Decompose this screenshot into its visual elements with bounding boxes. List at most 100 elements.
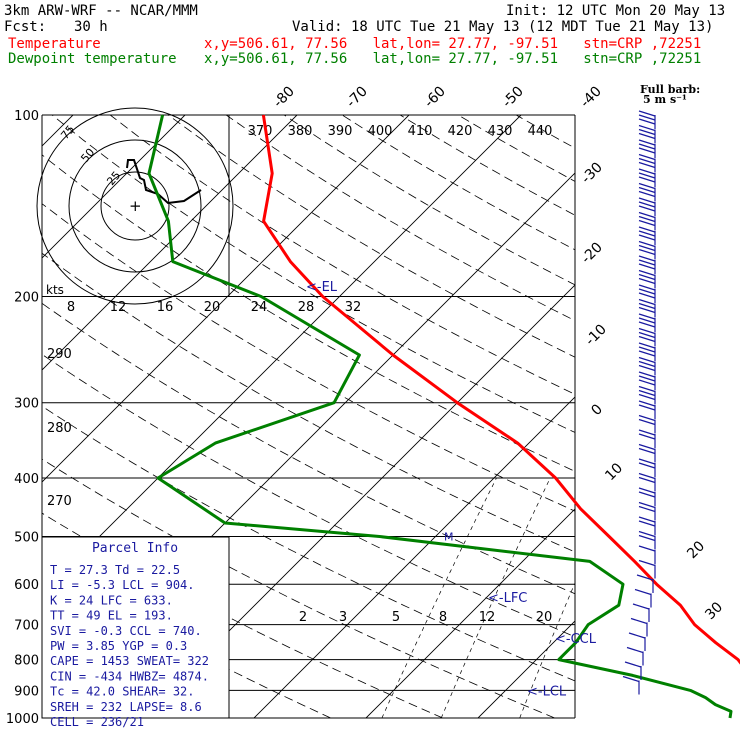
parcel-box-frame — [41, 536, 230, 719]
parcel-info-box: Parcel Info T = 27.3 Td = 22.5LI = -5.3 L… — [41, 536, 230, 729]
isotherm-label: -20 — [578, 239, 605, 266]
barb-legend-line2: 5 m s⁻¹ — [643, 93, 687, 106]
wind-barb — [638, 288, 656, 295]
hodograph-ring-label: 25 — [104, 169, 123, 188]
wind-barb — [638, 269, 656, 277]
hodograph-speed-tick: 24 — [251, 300, 268, 315]
wind-barb — [638, 240, 656, 248]
parcel-info-row: TT = 49 EL = 193. — [50, 609, 173, 623]
hodograph-origin: + — [129, 197, 142, 215]
init-time: Init: 12 UTC Mon 20 May 13 — [506, 3, 726, 19]
wind-barb — [638, 389, 656, 397]
parcel-info-row: Tc = 42.0 SHEAR= 32. — [50, 685, 195, 699]
dry-adiabat-label: 420 — [448, 124, 473, 139]
isotherm-line — [141, 284, 575, 718]
wind-barb — [638, 371, 656, 378]
pressure-tick-800: 800 — [14, 654, 39, 669]
wind-barb — [638, 205, 656, 212]
hodograph-ring-label: 75 — [58, 123, 77, 142]
wind-barb — [638, 211, 656, 219]
wind-barb — [638, 501, 656, 509]
wind-barb — [630, 617, 648, 625]
wind-barb — [638, 161, 656, 169]
isotherm-label: 0 — [588, 401, 606, 419]
wind-barb — [638, 335, 656, 343]
isotherm-label: -70 — [343, 83, 370, 110]
wind-barb — [638, 248, 656, 256]
wind-barb — [638, 462, 656, 469]
isotherm-label: 30 — [702, 599, 726, 623]
wind-barb — [638, 429, 656, 436]
wind-barb — [638, 277, 656, 285]
wind-barb — [638, 197, 656, 204]
wind-barb — [638, 263, 656, 270]
wind-barb — [638, 284, 656, 291]
wind-barb — [638, 327, 656, 335]
mixing-ratio-line — [664, 478, 740, 718]
isotherm-label: -50 — [499, 83, 526, 110]
wind-barb — [638, 292, 656, 299]
legend-dewpoint-label: Dewpoint temperature — [8, 51, 177, 67]
isotherm-label: -60 — [421, 83, 448, 110]
wind-barb — [638, 356, 656, 364]
isotherm-label: -80 — [270, 83, 297, 110]
pressure-tick-600: 600 — [14, 578, 39, 593]
mixing-ratio-lines — [381, 477, 740, 718]
wind-barb — [638, 182, 656, 190]
dry-adiabat — [399, 115, 575, 216]
isotherm-line — [42, 115, 186, 259]
wind-barb — [638, 516, 656, 523]
dry-adiabat — [42, 154, 575, 472]
legend-temperature-info: x,y=506.61, 77.56 lat,lon= 27.77, -97.51… — [204, 36, 702, 52]
forecast-label: Fcst: — [4, 19, 47, 35]
wind-barb — [638, 190, 656, 198]
wind-barb — [638, 259, 656, 266]
wind-barb — [638, 201, 656, 208]
parcel-info-title: Parcel Info — [92, 541, 178, 556]
wind-barb — [622, 675, 640, 683]
level-marker: <-CCL — [555, 632, 597, 647]
pressure-tick-900: 900 — [14, 684, 39, 699]
wind-barb — [638, 118, 656, 125]
parcel-info-row: T = 27.3 Td = 22.5 — [50, 563, 180, 577]
wind-barb — [638, 139, 656, 146]
mixing-ratio-line — [596, 478, 690, 718]
isotherm-label: -10 — [582, 321, 609, 348]
wind-barb — [638, 491, 656, 498]
isotherm-label: -40 — [577, 83, 604, 110]
wind-barb — [638, 147, 656, 154]
parcel-info-row: LI = -5.3 LCL = 904. — [50, 578, 195, 592]
parcel-info-row: SVI = -0.3 CCL = 740. — [50, 624, 202, 638]
hodograph-ring-25 — [100, 171, 170, 241]
model-title: 3km ARW-WRF -- NCAR/MMM — [4, 3, 198, 19]
wind-barb — [638, 331, 656, 339]
wind-barb — [638, 124, 656, 132]
dry-adiabat-label: 400 — [368, 124, 393, 139]
wind-barb — [638, 414, 656, 422]
parcel-info-row: CELL = 236/21 — [50, 715, 144, 729]
wind-barb — [638, 443, 656, 451]
wind-barb — [638, 346, 656, 353]
wind-barb — [626, 646, 644, 654]
mixing-ratio-label: 2 — [299, 610, 307, 625]
isotherm-line — [702, 115, 740, 718]
wind-barb — [634, 588, 652, 596]
theta-label: 270 — [47, 494, 72, 509]
wind-barb — [638, 476, 656, 484]
dry-adiabat — [516, 115, 575, 149]
dry-adiabat-label: 440 — [528, 124, 553, 139]
wind-barbs: Full barb:5 m s⁻¹ — [622, 83, 700, 695]
dry-adiabat-label: 430 — [488, 124, 513, 139]
wind-barb — [638, 534, 656, 542]
wind-barb — [638, 128, 656, 136]
wind-barb — [638, 375, 656, 382]
mixing-ratio-label: 3 — [339, 610, 347, 625]
wind-barb — [638, 172, 656, 179]
hodograph-ring-50 — [68, 139, 202, 273]
pressure-tick-100: 100 — [14, 109, 39, 124]
hodograph-speed-tick: 16 — [157, 300, 174, 315]
wind-barb — [636, 574, 654, 581]
pressure-tick-300: 300 — [14, 397, 39, 412]
wind-barb — [638, 317, 656, 324]
mixing-ratio-label: 12 — [479, 610, 496, 625]
